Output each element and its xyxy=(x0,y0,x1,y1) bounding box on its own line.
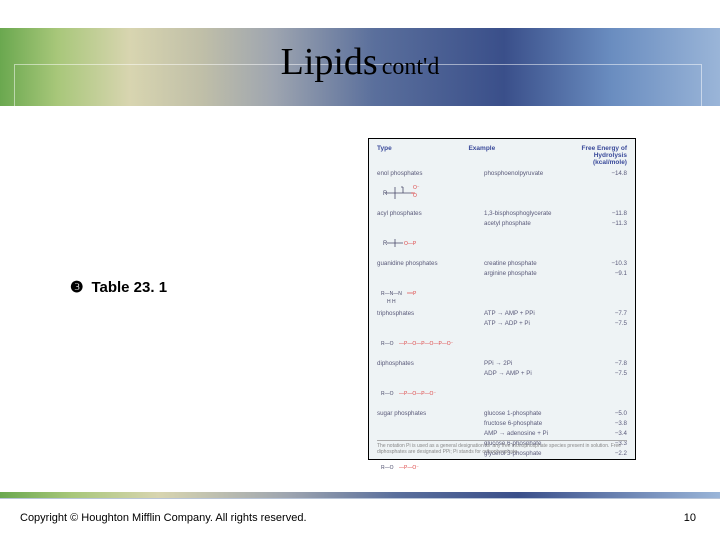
svg-text:R—O: R—O xyxy=(381,341,394,347)
svg-text:O—P: O—P xyxy=(404,241,417,247)
svg-text:R: R xyxy=(383,241,388,247)
svg-text:O⁻: O⁻ xyxy=(413,185,420,191)
svg-text:R—N—N: R—N—N xyxy=(381,291,402,297)
svg-text:—P—O—P—O—P—O⁻: —P—O—P—O—P—O⁻ xyxy=(399,341,454,347)
cell-example: acetyl phosphate xyxy=(484,220,574,227)
table-row: triphosphates ATP → AMP + PPi −7.7 xyxy=(377,310,627,317)
cell-type: enol phosphates xyxy=(377,170,469,177)
cell-example: ADP → AMP + Pi xyxy=(484,370,574,377)
cell-example: glucose 1-phosphate xyxy=(484,410,574,417)
bullet-item: ❸ Table 23. 1 xyxy=(70,278,167,296)
cell-type: guanidine phosphates xyxy=(377,260,469,267)
cell-type: triphosphates xyxy=(377,310,469,317)
table-header-type: Type xyxy=(377,145,392,166)
bullet-text: Table 23. 1 xyxy=(91,279,167,296)
cell-value: −7.8 xyxy=(589,360,627,367)
structure-diagram: R O—P xyxy=(377,229,469,257)
cell-value: −3.4 xyxy=(589,430,627,437)
title-main: Lipids xyxy=(281,41,378,83)
page-number: 10 xyxy=(684,512,696,524)
svg-text:—P—O—P—O⁻: —P—O—P—O⁻ xyxy=(399,391,436,397)
table-row: diphosphates PPi → 2Pi −7.8 xyxy=(377,360,627,367)
cell-example: ATP → AMP + PPi xyxy=(484,310,574,317)
table-row: ADP → AMP + Pi −7.5 xyxy=(377,370,627,377)
cell-example: arginine phosphate xyxy=(484,270,574,277)
cell-type: acyl phosphates xyxy=(377,210,469,217)
structure-diagram: R—O —P—O—P—O⁻ xyxy=(377,379,469,407)
table-header-row: Type Example Free Energy of Hydrolysis (… xyxy=(377,145,627,166)
slide-title: Lipids cont'd xyxy=(0,40,720,84)
cell-type: diphosphates xyxy=(377,360,469,367)
table-row: AMP → adenosine + Pi −3.4 xyxy=(377,430,627,437)
table-footnote: The notation Pi is used as a general des… xyxy=(377,440,627,455)
cell-value: −9.1 xyxy=(589,270,627,277)
table-header-energy: Free Energy of Hydrolysis (kcal/mole) xyxy=(572,145,627,166)
structure-diagram: R O⁻ O xyxy=(377,179,469,207)
cell-value: −3.8 xyxy=(589,420,627,427)
bullet-marker-icon: ❸ xyxy=(70,278,83,296)
cell-value: −11.3 xyxy=(589,220,627,227)
slide: Lipids cont'd ❸ Table 23. 1 Type Example … xyxy=(0,0,720,540)
cell-value: −5.0 xyxy=(589,410,627,417)
svg-text:R: R xyxy=(383,191,388,197)
cell-value: −14.8 xyxy=(589,170,627,177)
structure-diagram: R—O —P—O⁻ xyxy=(377,459,469,473)
svg-text:R—O: R—O xyxy=(381,465,394,471)
structure-diagram: R—N—N P H H xyxy=(377,279,469,307)
table-row: sugar phosphates glucose 1-phosphate −5.… xyxy=(377,410,627,417)
cell-example: 1,3-bisphosphoglycerate xyxy=(484,210,574,217)
cell-example: PPi → 2Pi xyxy=(484,360,574,367)
cell-example: ATP → ADP + Pi xyxy=(484,320,574,327)
svg-text:—P—O⁻: —P—O⁻ xyxy=(399,465,419,471)
table-row: enol phosphates phosphoenolpyruvate −14.… xyxy=(377,170,627,177)
structure-diagram: R—O —P—O—P—O—P—O⁻ xyxy=(377,329,469,357)
cell-example: creatine phosphate xyxy=(484,260,574,267)
cell-example: fructose 6-phosphate xyxy=(484,420,574,427)
cell-example: phosphoenolpyruvate xyxy=(484,170,574,177)
footer-line xyxy=(0,498,720,499)
cell-value: −11.8 xyxy=(589,210,627,217)
cell-value: −7.5 xyxy=(589,370,627,377)
cell-value: −10.3 xyxy=(589,260,627,267)
table-row: ATP → ADP + Pi −7.5 xyxy=(377,320,627,327)
svg-text:R—O: R—O xyxy=(381,391,394,397)
table-row: acetyl phosphate −11.3 xyxy=(377,220,627,227)
table-row: fructose 6-phosphate −3.8 xyxy=(377,420,627,427)
title-sub: cont'd xyxy=(382,54,440,80)
table-row: arginine phosphate −9.1 xyxy=(377,270,627,277)
cell-type: sugar phosphates xyxy=(377,410,469,417)
cell-example: AMP → adenosine + Pi xyxy=(484,430,574,437)
table-row: acyl phosphates 1,3-bisphosphoglycerate … xyxy=(377,210,627,217)
svg-text:P: P xyxy=(413,291,417,297)
table-figure: Type Example Free Energy of Hydrolysis (… xyxy=(368,138,636,460)
cell-value: −7.5 xyxy=(589,320,627,327)
copyright-text: Copyright © Houghton Mifflin Company. Al… xyxy=(20,512,307,524)
svg-text:O: O xyxy=(413,193,417,199)
table-row: guanidine phosphates creatine phosphate … xyxy=(377,260,627,267)
table-header-example: Example xyxy=(468,145,495,166)
cell-value: −7.7 xyxy=(589,310,627,317)
svg-text:H H: H H xyxy=(387,299,396,305)
